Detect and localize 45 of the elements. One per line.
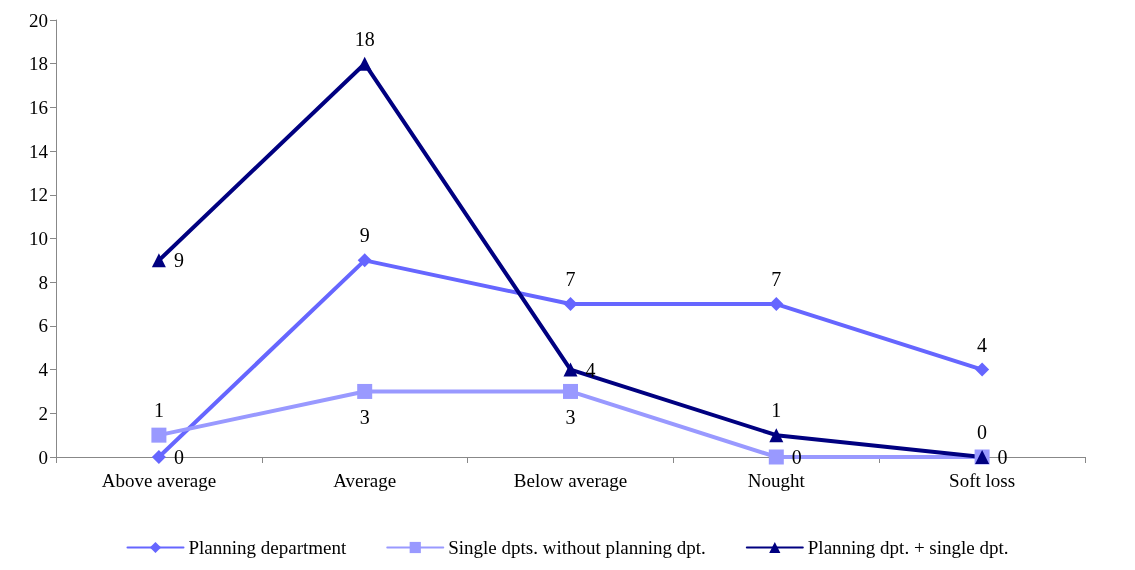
point — [769, 428, 784, 443]
data-label: 1 — [153, 398, 164, 421]
y-tick-label: 4 — [38, 359, 49, 381]
legend-label: Planning department — [188, 537, 347, 558]
data-label: 7 — [771, 268, 782, 291]
y-tick-label: 14 — [29, 140, 49, 162]
data-label: 9 — [173, 249, 184, 272]
point — [563, 297, 578, 312]
y-tick-label: 16 — [29, 96, 48, 118]
x-tick-label: Soft loss — [949, 470, 1016, 491]
y-tick-label: 6 — [38, 315, 48, 337]
x-tick-label: Above average — [101, 470, 217, 491]
data-label: 0 — [173, 446, 184, 468]
data-label: 7 — [565, 268, 576, 291]
point — [357, 253, 372, 268]
data-label: 18 — [354, 27, 375, 50]
legend-label: Planning dpt. + single dpt. — [807, 537, 1009, 558]
y-tick-label: 18 — [29, 53, 48, 75]
data-label: 3 — [359, 405, 370, 428]
y-tick-label: 0 — [38, 446, 48, 468]
point — [563, 362, 578, 377]
point — [769, 297, 784, 312]
point — [768, 449, 784, 465]
data-label: 3 — [565, 405, 576, 428]
y-tick-label: 10 — [29, 228, 48, 249]
point — [151, 450, 166, 464]
y-tick-label: 2 — [38, 402, 48, 424]
point — [975, 362, 990, 377]
y-tick-label: 20 — [29, 9, 48, 31]
point — [151, 253, 166, 268]
data-label: 4 — [977, 333, 988, 356]
data-label: 0 — [977, 421, 988, 443]
point — [563, 383, 578, 399]
data-label: 0 — [997, 446, 1008, 468]
y-tick-label: 8 — [38, 271, 48, 293]
x-tick-label: Average — [333, 470, 397, 491]
x-tick-label: Below average — [513, 470, 628, 491]
legend-label: Single dpts. without planning dpt. — [448, 537, 706, 558]
data-label: 1 — [771, 399, 782, 422]
point — [357, 383, 373, 399]
y-tick-label: 12 — [29, 184, 48, 206]
x-tick-label: Nought — [747, 470, 806, 491]
data-label: 9 — [359, 224, 370, 247]
point — [151, 427, 167, 443]
data-label: 0 — [791, 446, 802, 468]
